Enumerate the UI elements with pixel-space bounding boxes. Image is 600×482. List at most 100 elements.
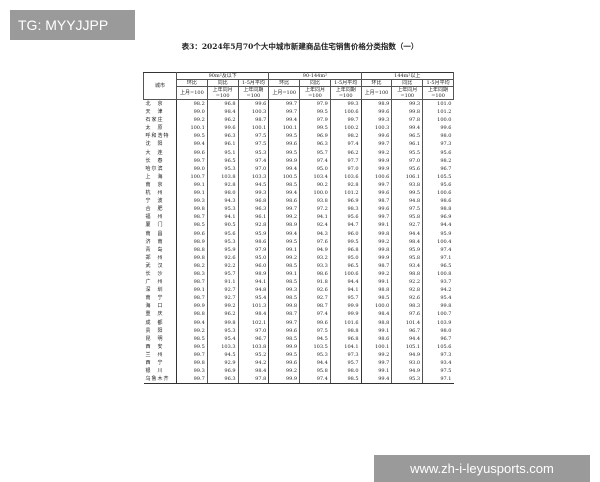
index-value: 97.3 xyxy=(422,140,454,149)
index-value: 98.0 xyxy=(422,326,454,335)
index-value: 98.7 xyxy=(176,294,208,303)
index-value: 98.9 xyxy=(237,269,269,279)
table-row: 贵 阳 99.2 95.3 97.0 99.6 97.5 98.8 99.1 96.7 98.0 xyxy=(144,326,454,335)
index-value: 97.0 xyxy=(237,164,269,173)
index-value: 98.5 xyxy=(329,375,362,385)
index-value: 97.7 xyxy=(329,156,362,165)
city-name: 南 宁 xyxy=(145,295,164,302)
index-value: 96.2 xyxy=(206,116,239,125)
index-value: 98.0 xyxy=(422,132,454,141)
index-value: 95.7 xyxy=(299,148,331,157)
index-value: 94.1 xyxy=(299,213,331,222)
index-value: 100.1 xyxy=(268,124,300,133)
index-value: 99.2 xyxy=(360,350,392,359)
index-value: 97.4 xyxy=(237,156,269,165)
index-value: 99.2 xyxy=(206,302,239,311)
index-value: 99.5 xyxy=(268,148,300,157)
header-base: 上年同月=100 xyxy=(299,86,331,100)
index-value: 95.8 xyxy=(391,253,423,262)
city-name: 广 州 xyxy=(145,279,164,286)
index-value: 97.5 xyxy=(422,367,454,376)
city-name: 长 春 xyxy=(145,157,164,164)
index-value: 92.9 xyxy=(206,359,239,368)
index-value: 96.9 xyxy=(422,213,454,222)
index-value: 96.8 xyxy=(206,99,239,109)
index-value: 94.5 xyxy=(299,334,331,343)
index-value: 99.3 xyxy=(176,197,208,206)
index-value: 99.6 xyxy=(360,205,392,214)
index-value: 104.1 xyxy=(329,342,362,351)
index-value: 99.2 xyxy=(268,367,300,376)
index-value: 98.6 xyxy=(237,237,269,246)
table-row: 厦 门 98.5 90.5 92.8 98.9 92.4 94.7 99.1 92.7 94.4 xyxy=(144,221,454,230)
index-value: 95.9 xyxy=(206,245,239,254)
index-value: 96.1 xyxy=(237,213,269,222)
index-value: 100.6 xyxy=(329,269,362,279)
index-value: 99.7 xyxy=(268,205,300,214)
index-value: 95.9 xyxy=(391,245,423,254)
table-row: 重 庆 98.8 96.2 98.4 98.7 97.4 99.9 98.4 97.6 100.7 xyxy=(144,310,454,319)
index-value: 98.2 xyxy=(176,261,208,270)
index-value: 98.5 xyxy=(268,180,300,190)
index-value: 93.4 xyxy=(391,261,423,270)
index-value: 102.1 xyxy=(237,318,269,327)
index-value: 98.5 xyxy=(268,261,300,270)
index-value: 95.7 xyxy=(329,294,362,303)
index-value: 99.2 xyxy=(176,116,208,125)
table-row: 大 连 99.6 95.1 95.3 99.5 95.7 96.2 99.2 95.5 95.6 xyxy=(144,148,454,157)
index-value: 96.0 xyxy=(329,229,362,238)
index-value: 103.8 xyxy=(237,342,269,351)
index-value: 98.9 xyxy=(176,237,208,246)
index-value: 99.1 xyxy=(360,278,392,287)
city-name: 郑 州 xyxy=(145,254,164,261)
index-value: 98.6 xyxy=(299,269,331,279)
header-base: 上月=100 xyxy=(268,86,301,100)
index-value: 97.0 xyxy=(237,326,269,335)
city-name: 大 连 xyxy=(145,149,164,156)
index-value: 100.7 xyxy=(176,172,208,181)
index-value: 93.8 xyxy=(299,197,331,206)
index-value: 92.8 xyxy=(391,286,423,295)
index-value: 94.4 xyxy=(329,278,362,287)
index-value: 99.9 xyxy=(268,156,300,165)
index-value: 95.8 xyxy=(299,367,331,376)
index-value: 99.8 xyxy=(206,318,239,327)
table-row: 西 安 99.5 103.3 103.8 99.9 103.5 104.1 100.1 105.… xyxy=(144,342,454,351)
index-value: 100.1 xyxy=(176,124,208,133)
index-value: 95.0 xyxy=(329,253,362,262)
table-row: 武 汉 98.2 92.2 96.0 98.5 93.3 96.5 98.7 93.4 96.5 xyxy=(144,261,454,270)
index-value: 98.0 xyxy=(329,367,362,376)
index-value: 95.3 xyxy=(206,205,239,214)
index-value: 94.8 xyxy=(237,286,269,295)
city-name: 合 肥 xyxy=(145,206,164,213)
index-value: 98.8 xyxy=(329,326,362,335)
index-value: 96.5 xyxy=(206,156,239,165)
header-base: 上年同月=100 xyxy=(206,86,239,100)
header-group-large: 144m²以上 xyxy=(360,72,455,80)
index-value: 98.7 xyxy=(360,261,392,270)
index-value: 96.2 xyxy=(206,310,239,319)
table-row: 沈 阳 99.4 96.1 97.5 99.6 96.3 97.4 99.7 96.1 97.3 xyxy=(144,140,454,149)
index-value: 98.9 xyxy=(268,221,300,230)
index-value: 95.3 xyxy=(391,375,423,385)
table-row: 昆 明 98.5 95.4 96.7 98.5 94.5 96.8 98.6 94.4 96.7 xyxy=(144,334,454,343)
city-name: 贵 阳 xyxy=(145,327,164,334)
table-row: 深 圳 99.1 92.7 94.8 99.3 92.6 94.1 98.8 92.8 94.2 xyxy=(144,286,454,295)
city-name: 昆 明 xyxy=(145,335,164,342)
index-value: 97.8 xyxy=(237,375,269,385)
index-value: 99.5 xyxy=(268,132,300,141)
city-name: 杭 州 xyxy=(145,190,164,197)
index-value: 100.3 xyxy=(237,108,269,117)
index-value: 99.6 xyxy=(176,229,208,238)
index-value: 99.7 xyxy=(360,180,392,190)
city-name: 成 都 xyxy=(145,319,164,326)
index-value: 98.7 xyxy=(268,310,300,319)
city-name: 青 岛 xyxy=(145,246,164,253)
index-value: 99.4 xyxy=(360,375,392,385)
index-value: 99.6 xyxy=(176,148,208,157)
index-value: 94.1 xyxy=(206,213,239,222)
index-value: 95.4 xyxy=(206,334,239,343)
index-value: 99.8 xyxy=(176,359,208,368)
table-row: 南 京 99.1 92.8 94.5 98.5 90.2 92.8 99.7 93.8 95.6 xyxy=(144,180,454,190)
index-value: 99.5 xyxy=(391,189,423,198)
